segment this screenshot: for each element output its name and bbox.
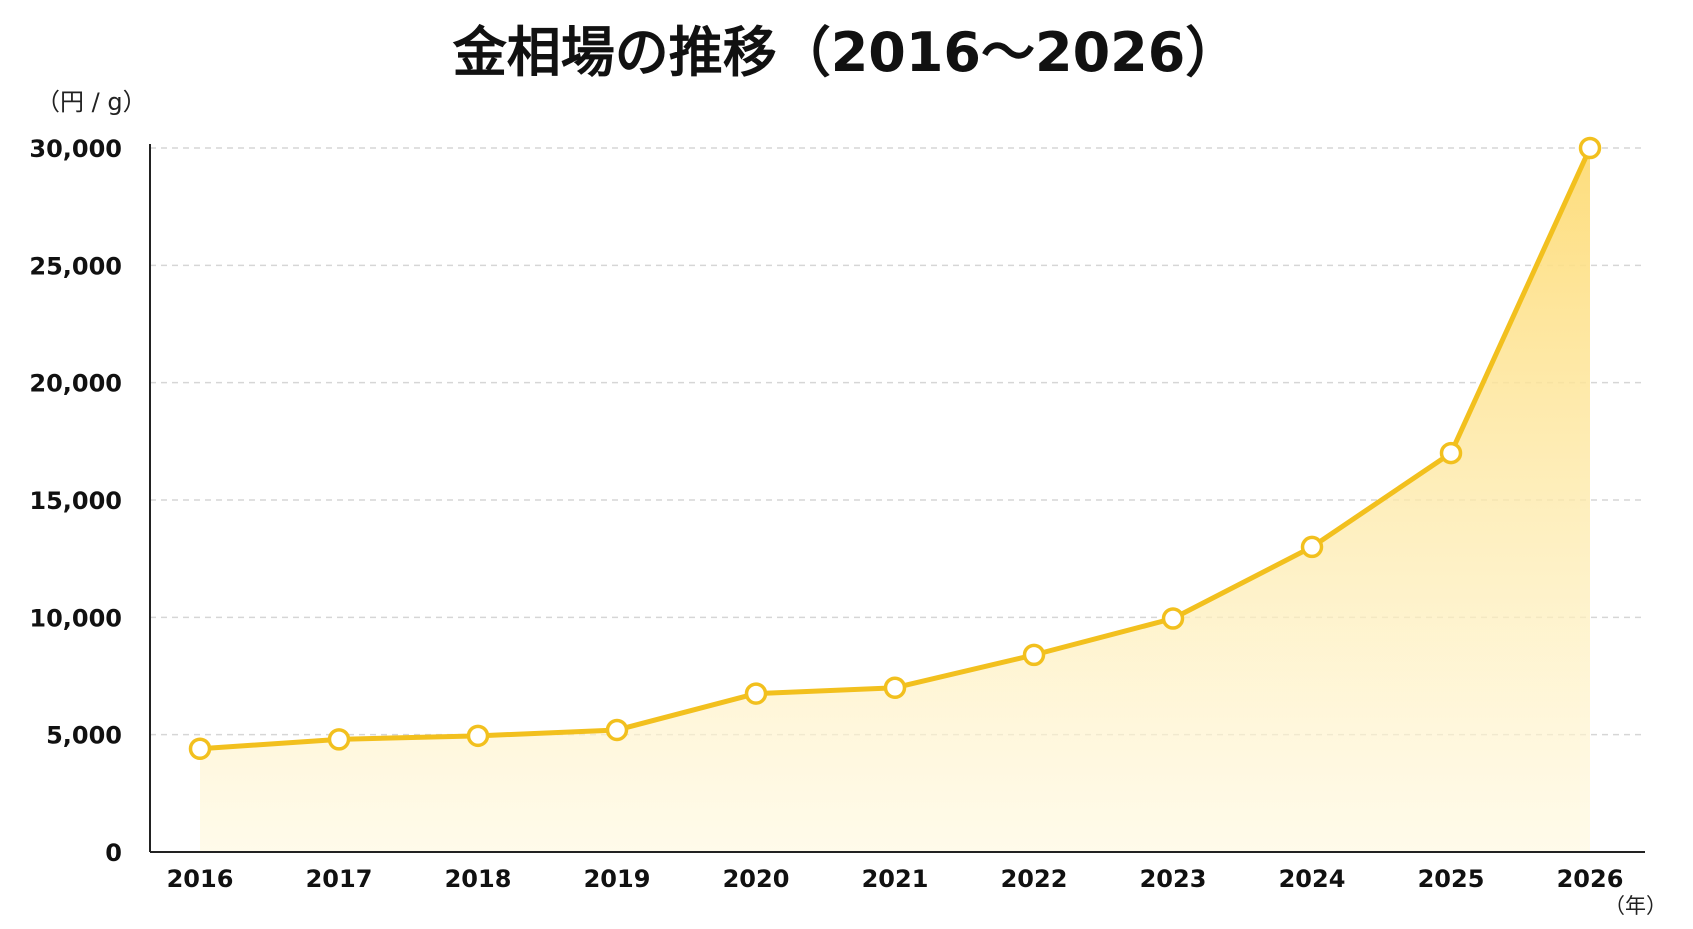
y-tick-label: 30,000 <box>29 135 122 163</box>
x-axis-ticks: 2016 2017 2018 2019 2020 2021 2022 2023 2024 2025… <box>167 865 1624 893</box>
x-tick-label: 2016 <box>167 865 234 893</box>
x-tick-label: 2026 <box>1557 865 1624 893</box>
data-points <box>188 136 1602 760</box>
y-axis-ticks: 0 5,000 10,000 15,000 20,000 25,000 30,000 <box>29 135 122 867</box>
x-tick-label: 2018 <box>445 865 512 893</box>
data-point <box>327 728 351 751</box>
y-tick-label: 15,000 <box>29 487 122 515</box>
x-tick-label: 2025 <box>1418 865 1485 893</box>
area-fill <box>200 148 1590 852</box>
data-point <box>466 724 490 748</box>
y-axis-unit-label: （円 / g） <box>36 88 147 116</box>
x-tick-label: 2021 <box>862 865 929 893</box>
data-point <box>744 682 768 705</box>
y-tick-label: 10,000 <box>29 604 122 632</box>
x-axis-unit-label: （年） <box>1604 894 1667 918</box>
data-point <box>188 737 212 760</box>
data-point <box>1578 136 1602 160</box>
y-tick-label: 25,000 <box>29 252 122 280</box>
y-tick-label: 5,000 <box>46 722 122 750</box>
x-tick-label: 2024 <box>1279 865 1346 893</box>
data-point <box>1439 441 1463 465</box>
x-tick-label: 2019 <box>584 865 651 893</box>
axes <box>149 144 1645 853</box>
y-tick-label: 0 <box>105 839 122 867</box>
data-point <box>1300 535 1324 559</box>
data-point <box>883 676 907 699</box>
data-point <box>605 718 629 742</box>
y-tick-label: 20,000 <box>29 370 122 398</box>
x-tick-label: 2023 <box>1140 865 1207 893</box>
area-fill-layer <box>200 148 1590 852</box>
data-point <box>1022 643 1046 667</box>
x-tick-label: 2022 <box>1001 865 1068 893</box>
data-point <box>1161 607 1185 630</box>
x-tick-label: 2017 <box>306 865 373 893</box>
chart-title: 金相場の推移（2016〜2026） <box>452 21 1240 84</box>
x-tick-label: 2020 <box>723 865 790 893</box>
